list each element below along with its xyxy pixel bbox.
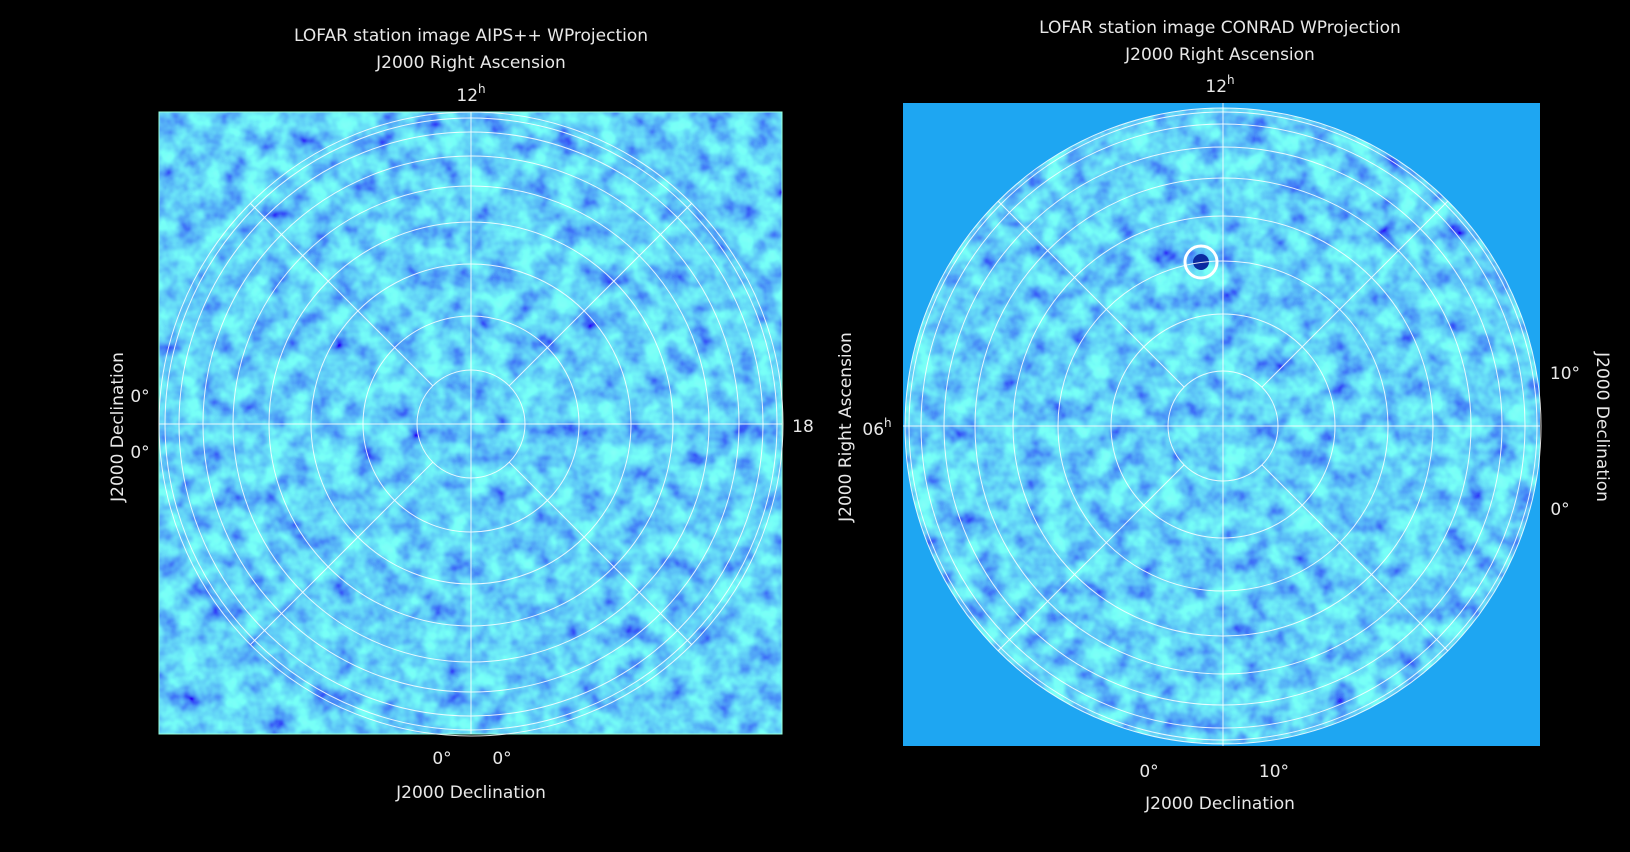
tick-label: 0°: [432, 749, 451, 769]
coordinate-grid: [159, 112, 783, 736]
tick-label: 0°: [130, 443, 149, 463]
panel-right: LOFAR station image CONRAD WProjection J…: [836, 18, 1612, 814]
tick-label: 10°: [1259, 762, 1289, 782]
axis-label: J2000 Right Ascension: [375, 53, 566, 73]
tick-label: 0°: [130, 387, 149, 407]
axis-label: J2000 Right Ascension: [1124, 45, 1315, 65]
tick-label: 18: [792, 417, 814, 437]
axis-label: J2000 Declination: [108, 352, 128, 503]
panel-title: LOFAR station image CONRAD WProjection: [1039, 18, 1401, 38]
tick-label: 0°: [492, 749, 511, 769]
panel-left: LOFAR station image AIPS++ WProjection J…: [108, 26, 814, 803]
axis-label: J2000 Declination: [1144, 794, 1295, 814]
axis-label: J2000 Declination: [395, 783, 546, 803]
axis-label: J2000 Declination: [1592, 351, 1612, 502]
tick-label: 0°: [1550, 500, 1569, 520]
figure: LOFAR station image AIPS++ WProjection J…: [0, 0, 1630, 852]
tick-label: 0°: [1139, 762, 1158, 782]
tick-label: 10°: [1550, 364, 1580, 384]
axis-label: J2000 Right Ascension: [836, 332, 856, 523]
panel-title: LOFAR station image AIPS++ WProjection: [294, 26, 648, 46]
